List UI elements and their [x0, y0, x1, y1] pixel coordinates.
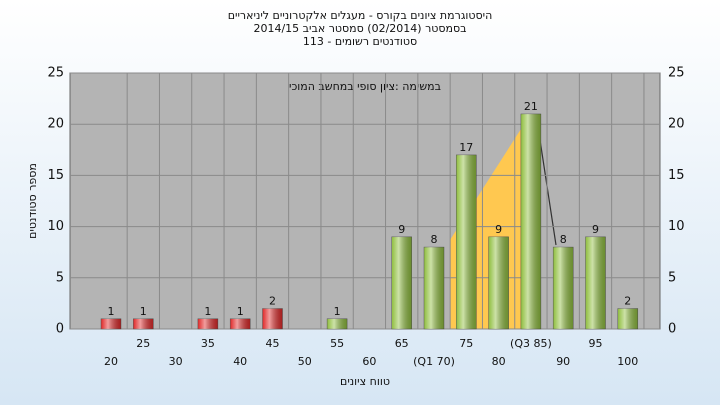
x-axis-label: טווח ציונים	[340, 375, 390, 388]
data-label: 2	[269, 295, 276, 308]
bar-highlight	[585, 236, 606, 329]
x-tick-label: 20	[104, 355, 118, 368]
y-tick-label: 15	[47, 168, 64, 183]
y-tick-label: 10	[47, 219, 64, 234]
x-tick-label: 35	[201, 337, 215, 350]
data-label: 1	[204, 305, 211, 318]
y2-tick-label: 20	[668, 117, 685, 132]
bar-highlight	[327, 318, 348, 329]
y2-tick-label: 10	[668, 219, 685, 234]
x-tick-label: 30	[169, 355, 183, 368]
x-tick-label: 50	[298, 355, 312, 368]
bar-highlight	[617, 308, 638, 329]
x-tick-label: 60	[362, 355, 376, 368]
bar-highlight	[230, 318, 251, 329]
bar-highlight	[391, 236, 412, 329]
bar-highlight	[133, 318, 154, 329]
x-tick-label: 80	[492, 355, 506, 368]
data-label: 17	[459, 141, 473, 154]
bar-highlight	[553, 247, 574, 329]
data-label: 1	[108, 305, 115, 318]
data-label: 1	[237, 305, 244, 318]
data-label: 9	[592, 223, 599, 236]
data-label: 9	[398, 223, 405, 236]
y-tick-label: 5	[56, 270, 64, 285]
y2-tick-label: 15	[668, 168, 685, 183]
bar-highlight	[197, 318, 218, 329]
x-tick-label: 65	[395, 337, 409, 350]
x-tick-label: (Q1 70)	[413, 355, 455, 368]
bar-highlight	[424, 247, 444, 329]
y-tick-label: 0	[56, 322, 64, 337]
x-tick-label: 90	[556, 355, 570, 368]
data-label: 8	[560, 233, 567, 246]
y2-tick-label: 25	[668, 66, 685, 81]
x-tick-label: 100	[617, 355, 638, 368]
x-tick-label: 45	[266, 337, 280, 350]
x-tick-label: 25	[136, 337, 150, 350]
y2-tick-label: 0	[668, 322, 676, 337]
x-tick-label: 40	[233, 355, 247, 368]
bar-highlight	[456, 154, 477, 329]
annotation: במשימה :ציון סופי במחשב המוכי	[289, 80, 441, 93]
data-label: 21	[524, 100, 538, 113]
data-label: 2	[624, 295, 631, 308]
bar-highlight	[262, 308, 283, 329]
x-tick-label: 75	[459, 337, 473, 350]
data-label: 1	[140, 305, 147, 318]
data-label: 9	[495, 223, 502, 236]
median-line	[539, 139, 557, 246]
chart-subtitle: בסמסטר (02/2014) סמסטר אביב 2014/15	[253, 22, 466, 35]
y2-tick-label: 5	[668, 270, 676, 285]
chart-subtitle: סטודנטים רשומים - 113	[303, 35, 417, 48]
y-tick-label: 25	[47, 66, 64, 81]
x-tick-label: (Q3 85)	[510, 337, 552, 350]
data-label: 1	[334, 305, 341, 318]
y-axis-label: מספר סטודנטים	[26, 163, 39, 239]
chart-title: היסטוגרמת ציונים בקורס - מעגלים אלקטרוני…	[228, 9, 493, 22]
x-tick-label: 55	[330, 337, 344, 350]
y-tick-label: 20	[47, 117, 64, 132]
bar-highlight	[488, 236, 509, 329]
data-label: 8	[431, 233, 438, 246]
x-tick-label: 95	[589, 337, 603, 350]
bar-highlight	[101, 318, 121, 329]
bar-highlight	[520, 113, 541, 330]
